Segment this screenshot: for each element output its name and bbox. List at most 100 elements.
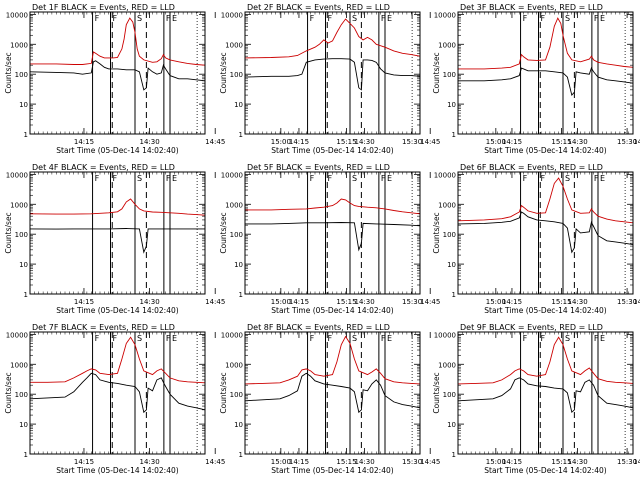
y-axis-label: Counts/sec [4,372,13,413]
x-axis-label: Start Time (05-Dec-14 14:02:40) [484,306,606,315]
x-axis-label: Start Time (05-Dec-14 14:02:40) [484,466,606,475]
y-tick-label: 10000 [6,331,28,339]
x-tick-label: 14:45 [205,298,225,306]
y-axis-label: Counts/sec [432,372,441,413]
state-marker-label: F [310,334,315,343]
y-axis-label: Counts/sec [4,52,13,93]
y-tick-label: 100 [443,391,456,399]
x-tick-label: 14:15 [502,298,522,306]
series-line-lld [244,18,421,59]
x-tick-label: 14:30 [567,298,587,306]
series-line-events [244,372,421,414]
x-tick-label: 14:30 [567,458,587,466]
state-marker-label: F [381,174,386,183]
state-marker-label: S [352,14,357,23]
state-marker-label: E [172,14,177,23]
series-line-events [244,58,421,91]
state-marker-label: F [95,174,100,183]
chart-panel-8: Det 8F BLACK = Events, RED = LLD 1 10 100 10… [219,323,637,475]
y-tick-label: 100 [443,231,456,239]
x-tick-label: 15:15 [336,458,356,466]
y-axis-label: Counts/sec [432,212,441,253]
x-tick-label: 15:15 [336,138,356,146]
x-tick-label: 14:15 [74,458,94,466]
series-line-events [29,228,205,254]
x-tick-label: 14:45 [205,458,225,466]
state-marker-label: S [352,174,357,183]
state-marker-label: S [137,174,142,183]
x-tick-label: 14:45 [420,458,440,466]
x-axis-label: Start Time (05-Dec-14 14:02:40) [56,466,178,475]
series-line-events [29,372,206,414]
x-tick-label: 14:45 [420,138,440,146]
y-tick-label: 1000 [10,41,28,49]
state-marker-label: F [594,14,599,23]
series-line-events [245,222,421,252]
x-tick-label: 15:30 [402,138,422,146]
x-tick-label: 14:15 [289,138,309,146]
x-tick-label: 14:30 [139,298,159,306]
series-line-lld [29,198,206,216]
chart-panel-5: Det 5F BLACK = Events, RED = LLD 1 10 100 10… [219,163,637,315]
y-tick-label: 10 [447,421,456,429]
chart-panel-6: Det 6F BLACK = Events, RED = LLD 1 10 100 10… [432,163,640,315]
state-marker-label: S [565,334,570,343]
y-tick-label: 10000 [6,171,28,179]
plot-frame [244,11,421,135]
state-marker-label: F [541,174,546,183]
x-tick-label: 15:15 [551,298,571,306]
state-marker-label: S [565,14,570,23]
y-tick-label: 1 [452,131,456,139]
chart-panel-1: Det 1F BLACK = Events, RED = LLD 1 10 100 10… [4,3,422,155]
x-tick-label: 14:15 [502,458,522,466]
state-marker-label: F [113,174,118,183]
x-axis-label: Start Time (05-Dec-14 14:02:40) [56,306,178,315]
state-marker-label: F [310,14,315,23]
y-tick-label: 10 [234,261,243,269]
state-marker-label: F [328,14,333,23]
chart-panel-7: Det 7F BLACK = Events, RED = LLD 1 10 100 10… [4,323,422,475]
x-tick-label: 14:45 [633,298,640,306]
state-marker-label: F [523,14,528,23]
state-marker-label: F [541,14,546,23]
y-tick-label: 1000 [438,201,456,209]
y-tick-label: 1 [452,291,456,299]
state-marker-label: E [387,14,392,23]
y-axis-label: Counts/sec [219,372,228,413]
y-axis-label: Counts/sec [219,52,228,93]
x-tick-label: 15:30 [402,298,422,306]
state-marker-label: F [95,14,100,23]
x-tick-label: 14:30 [139,138,159,146]
state-marker-label: S [352,334,357,343]
state-marker-label: F [381,14,386,23]
y-tick-label: 10 [234,421,243,429]
state-marker-label: E [600,14,605,23]
plot-frame [244,331,421,455]
y-tick-label: 10000 [6,11,28,19]
y-tick-label: 1000 [438,41,456,49]
chart-title: Det 6F BLACK = Events, RED = LLD [460,163,603,172]
chart-panel-2: Det 2F BLACK = Events, RED = LLD 1 10 100 10… [219,3,637,155]
state-marker-label: F [95,334,100,343]
state-marker-label: F [310,174,315,183]
y-tick-label: 1000 [10,201,28,209]
state-marker-label: E [387,174,392,183]
y-tick-label: 1 [239,291,243,299]
y-tick-label: 10000 [221,11,243,19]
y-tick-label: 100 [15,71,28,79]
chart-panel-4: Det 4F BLACK = Events, RED = LLD 1 10 100 10… [4,163,422,315]
x-tick-label: 14:30 [567,138,587,146]
state-marker-label: F [166,334,171,343]
state-marker-label: S [137,14,142,23]
y-tick-label: 10 [19,261,28,269]
x-axis-label: Start Time (05-Dec-14 14:02:40) [271,146,393,155]
state-marker-label: S [565,174,570,183]
y-tick-label: 10 [447,101,456,109]
x-axis-label: Start Time (05-Dec-14 14:02:40) [484,146,606,155]
state-marker-label: F [594,174,599,183]
y-tick-label: 10000 [434,11,456,19]
chart-title: Det 1F BLACK = Events, RED = LLD [32,3,175,12]
x-tick-label: 14:15 [502,138,522,146]
x-tick-label: 14:30 [139,458,159,466]
